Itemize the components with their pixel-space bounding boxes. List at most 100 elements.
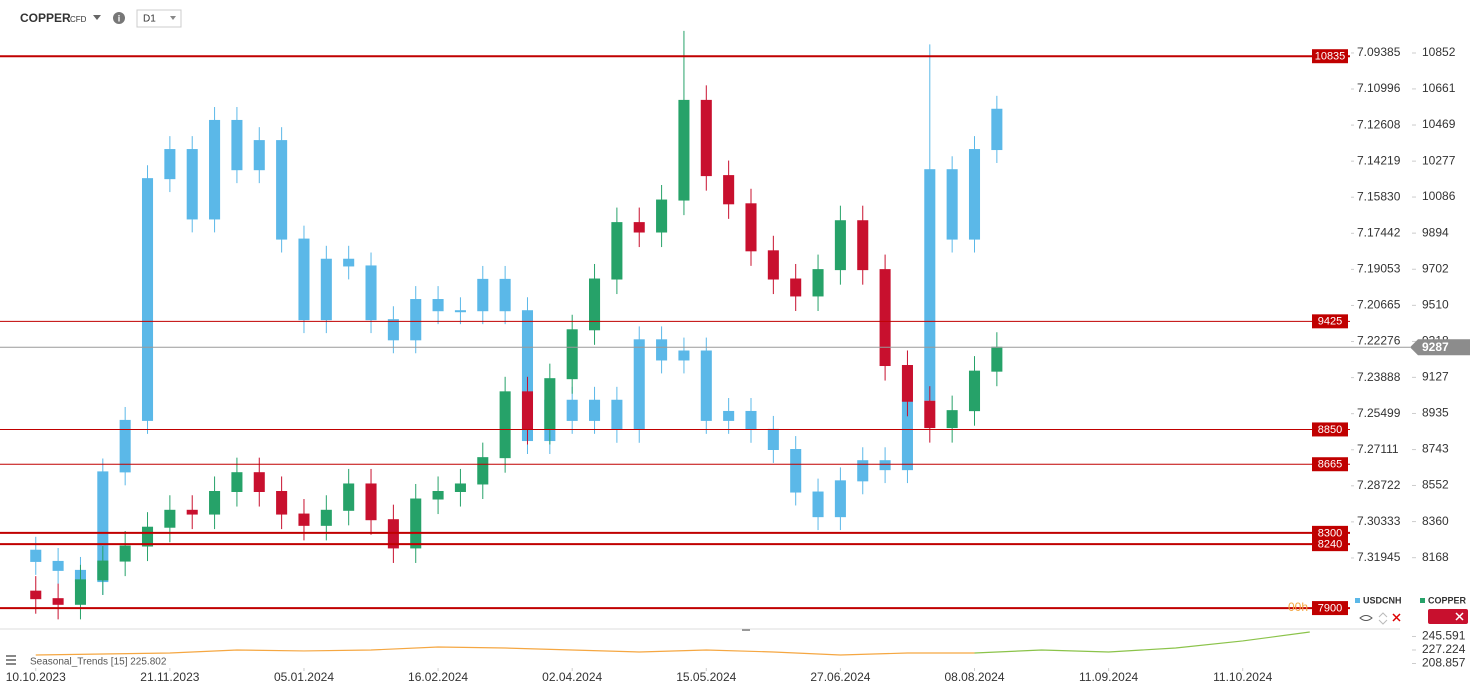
timeframe: D1 [143, 14, 156, 25]
level-tag [1312, 525, 1348, 540]
candle-body [857, 220, 869, 271]
candle-body [767, 250, 779, 280]
dropdown-arrow[interactable] [93, 15, 101, 20]
candle-body [812, 491, 824, 518]
candle-body [968, 149, 981, 240]
level-label: 10835 [1315, 51, 1346, 63]
candle-body [365, 265, 377, 321]
candle-body [253, 472, 265, 492]
candle-body [186, 149, 198, 220]
series-usdcnh [30, 44, 1003, 596]
y-tick-label: 8168 [1422, 550, 1449, 564]
remove-icon[interactable] [1392, 613, 1401, 622]
indicator-line [974, 631, 1310, 654]
candle-body [924, 169, 936, 401]
symbol[interactable]: COPPER [20, 11, 71, 25]
countdown: 00h [1288, 600, 1308, 614]
indicator-tick-label: 245.591 [1422, 629, 1466, 643]
x-tick-label: 15.05.2024 [676, 670, 736, 684]
y2-tick-label: 7.20665 [1357, 298, 1401, 312]
candle-body [790, 449, 802, 493]
y2-tick-label: 7.25499 [1357, 406, 1401, 420]
y-tick-label: 10277 [1422, 153, 1456, 167]
panel-handle[interactable] [742, 629, 750, 631]
candle-body [30, 590, 42, 600]
y2-tick-label: 7.27111 [1357, 442, 1399, 456]
level-label: 8850 [1318, 424, 1342, 436]
info-icon[interactable] [113, 12, 125, 24]
candle-body [633, 222, 645, 233]
y2-tick-label: 7.09385 [1357, 45, 1401, 59]
candle-body [745, 203, 757, 252]
candle-body [901, 365, 913, 402]
candle-body [700, 99, 712, 177]
level-label: 8240 [1318, 539, 1342, 551]
indicator-tick-label: 208.857 [1422, 656, 1466, 670]
candle-body [991, 346, 1003, 372]
candle-body [164, 149, 176, 180]
candle-body [611, 399, 623, 430]
candle-body [767, 428, 779, 451]
y-tick-label: 9894 [1422, 225, 1449, 239]
candle-body [209, 490, 221, 515]
indicator-label: Seasonal_Trends [15] 225.802 [30, 657, 167, 668]
candle-body [74, 579, 86, 605]
candle-body [119, 419, 131, 473]
candle-body [678, 99, 690, 201]
candle-body [834, 480, 846, 518]
dropdown-arrow [170, 16, 176, 20]
candle-body [589, 278, 601, 331]
y2-tick-label: 7.30333 [1357, 514, 1401, 528]
y-tick-label: 8360 [1422, 514, 1449, 528]
candle-body [432, 299, 444, 312]
y-tick-label: 9127 [1422, 370, 1449, 384]
x-tick-label: 10.10.2023 [6, 670, 66, 684]
candle-body [186, 509, 198, 515]
candle-body [857, 460, 869, 482]
y-tick-label: 9702 [1422, 261, 1449, 275]
candle-body [477, 278, 489, 312]
candle-body [97, 560, 109, 581]
candle-body [991, 108, 1003, 151]
legend-swatch [1420, 598, 1425, 603]
y-tick-label: 10469 [1422, 117, 1456, 131]
remove-icon[interactable] [1455, 612, 1464, 621]
candle-body [566, 329, 578, 380]
indicator-tick-label: 227.224 [1422, 642, 1466, 656]
y2-tick-label: 7.23888 [1357, 370, 1401, 384]
candle-body [589, 399, 601, 421]
order-arrows[interactable] [1378, 612, 1388, 625]
candle-body [745, 410, 757, 430]
candle-body [834, 220, 846, 271]
candle-body [499, 391, 511, 459]
price-tag [1410, 339, 1470, 356]
candle-body [141, 526, 154, 547]
level-tag [1312, 314, 1348, 329]
level-label: 7900 [1318, 602, 1342, 614]
legend-swatch [1355, 598, 1360, 603]
y2-tick-label: 7.22276 [1357, 334, 1401, 348]
copper-tools[interactable] [1428, 609, 1468, 624]
level-label: 8665 [1318, 459, 1342, 471]
candle-body [320, 258, 332, 321]
visibility-icon[interactable] [1359, 615, 1373, 621]
x-tick-label: 27.06.2024 [810, 670, 870, 684]
y-tick-label: 8935 [1422, 406, 1449, 420]
candle-body [276, 490, 288, 515]
candle-body [276, 140, 288, 240]
instrument-type: CFD [70, 15, 87, 24]
candle-body [253, 140, 265, 171]
candle-body [790, 278, 802, 297]
candle-body [365, 483, 377, 521]
y2-tick-label: 7.17442 [1357, 225, 1401, 239]
y2-tick-label: 7.14219 [1357, 153, 1401, 167]
y2-tick-label: 7.19053 [1357, 262, 1401, 276]
x-tick-label: 11.10.2024 [1213, 670, 1272, 684]
timeframe-select[interactable] [136, 9, 182, 28]
x-tick-label: 08.08.2024 [944, 670, 1004, 684]
x-tick-label: 11.09.2024 [1079, 670, 1138, 684]
candle-body [946, 410, 958, 429]
candle-body [231, 119, 243, 171]
candle-body [454, 483, 466, 492]
